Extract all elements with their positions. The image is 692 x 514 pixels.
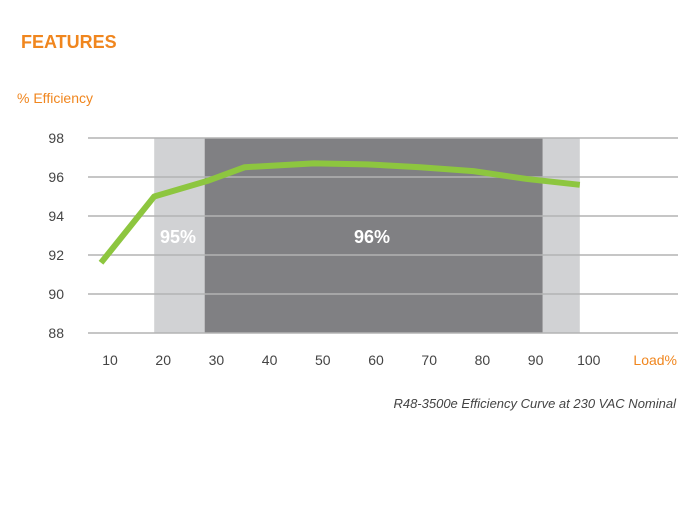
band-label: 95% <box>160 227 196 247</box>
y-tick-label: 94 <box>48 208 64 224</box>
y-tick-label: 96 <box>48 169 64 185</box>
x-axis-label: Load% <box>633 352 677 368</box>
efficiency-line <box>98 160 581 265</box>
y-tick-label: 92 <box>48 247 64 263</box>
y-tick-label: 88 <box>48 325 64 341</box>
x-tick-label: 60 <box>368 352 384 368</box>
x-tick-label: 10 <box>102 352 118 368</box>
x-tick-label: 40 <box>262 352 278 368</box>
x-tick-label: 80 <box>475 352 491 368</box>
y-tick-label: 98 <box>48 130 64 146</box>
x-tick-label: 50 <box>315 352 331 368</box>
band-label: 96% <box>354 227 390 247</box>
x-tick-label: 20 <box>155 352 171 368</box>
x-tick-label: 70 <box>421 352 437 368</box>
x-tick-label: 90 <box>528 352 544 368</box>
x-tick-label: 30 <box>209 352 225 368</box>
x-tick-label: 100 <box>577 352 601 368</box>
y-axis-label: % Efficiency <box>17 90 93 106</box>
y-tick-label: 90 <box>48 286 64 302</box>
chart-caption: R48-3500e Efficiency Curve at 230 VAC No… <box>393 396 676 411</box>
section-title: FEATURES <box>21 32 117 52</box>
